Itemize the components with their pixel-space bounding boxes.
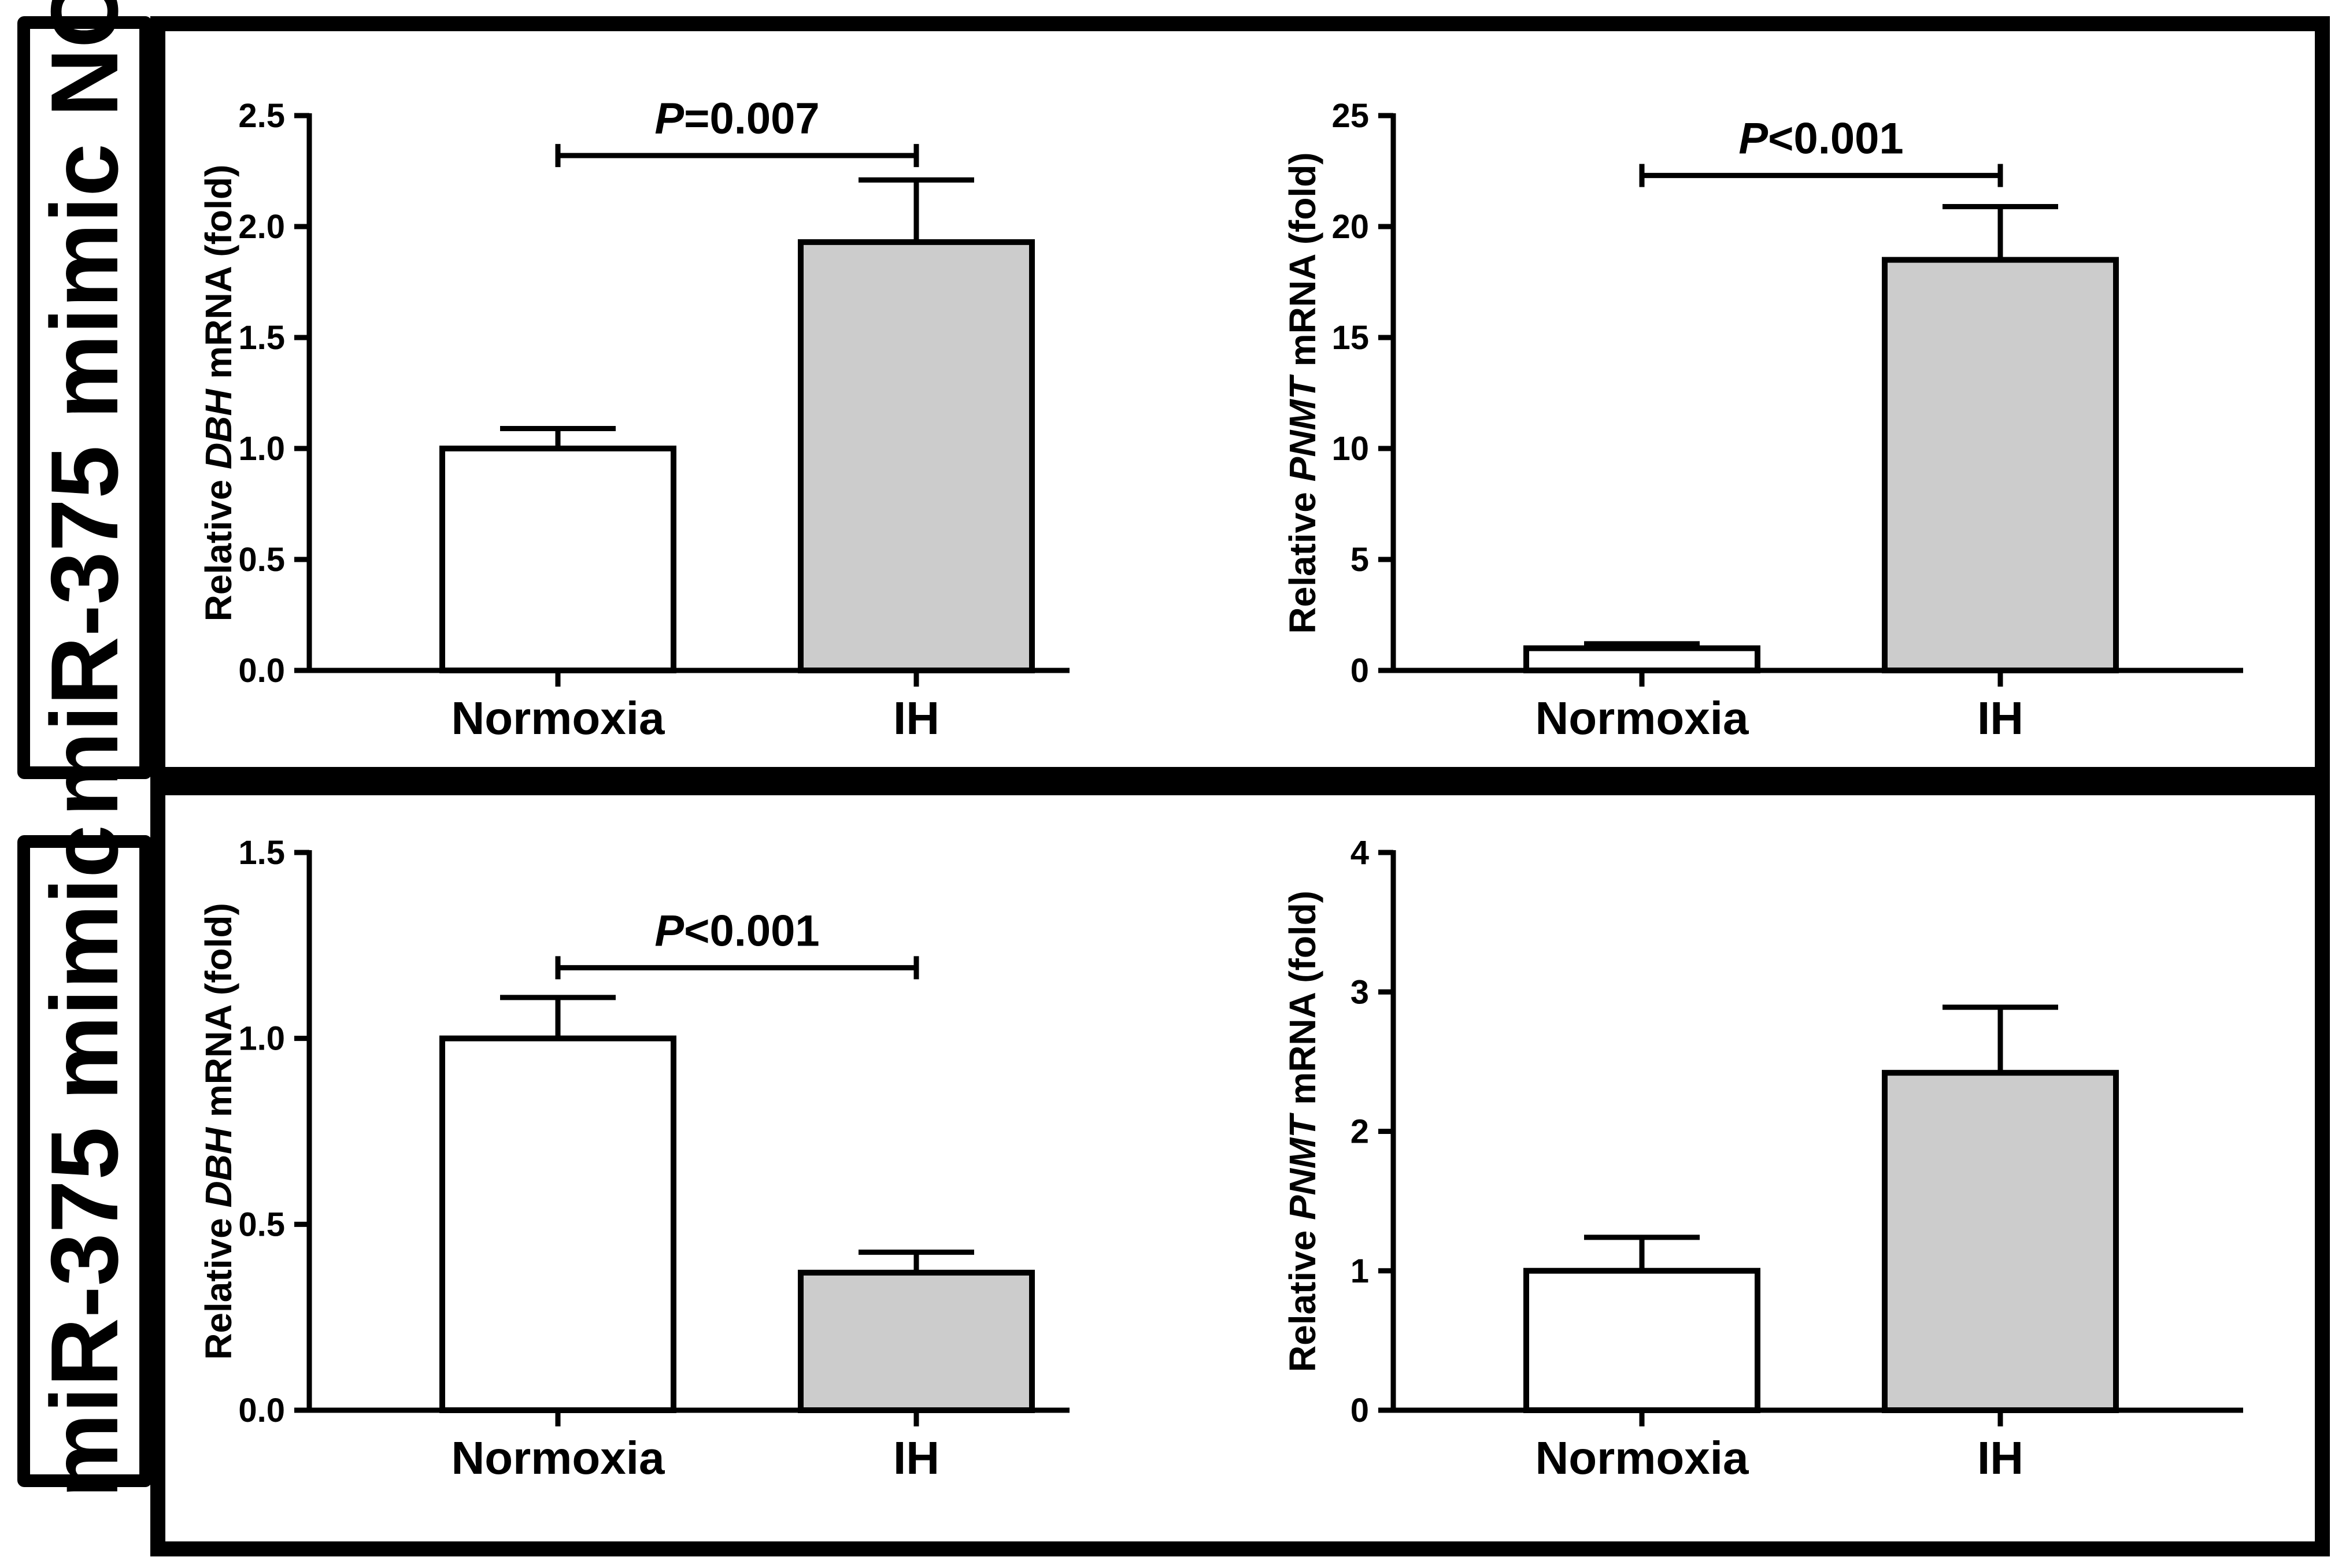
y-axis-title-suffix: mRNA (fold)	[198, 165, 239, 390]
y-tick-label: 0.5	[238, 541, 285, 579]
y-tick-label: 0.0	[238, 1392, 285, 1429]
x-category-label: Normoxia	[1536, 1432, 1749, 1484]
bar-ih	[1882, 257, 2119, 674]
y-tick-label: 0	[1351, 652, 1369, 690]
y-axis-title-gene: DBH	[198, 388, 239, 469]
significance-p-symbol: P	[654, 94, 684, 143]
x-category-label: Normoxia	[452, 1432, 665, 1484]
y-tick-label: 25	[1331, 97, 1369, 135]
bar-normoxia	[1523, 1267, 1760, 1413]
y-axis-title-gene: PNMT	[1282, 1113, 1323, 1220]
x-category-label: IH	[893, 692, 939, 744]
y-tick-label: 20	[1331, 208, 1369, 246]
y-tick-label: 1.5	[238, 319, 285, 357]
significance-p-value: <0.001	[684, 906, 820, 955]
y-tick-label: 0	[1351, 1392, 1369, 1429]
y-axis-title-prefix: Relative	[198, 1208, 239, 1360]
x-category-label: IH	[1977, 692, 2023, 744]
significance-label: P=0.007	[654, 94, 819, 143]
y-tick-label: 1.0	[238, 430, 285, 468]
y-tick-label: 5	[1351, 541, 1369, 579]
bar-normoxia	[1523, 645, 1760, 673]
significance-label: P<0.001	[654, 906, 819, 955]
bar-normoxia	[439, 1035, 676, 1413]
significance-p-symbol: P	[654, 906, 684, 955]
bar-normoxia	[439, 446, 676, 673]
y-axis-title: Relative PNMT mRNA (fold)	[1282, 891, 1323, 1372]
y-tick-label: 2.0	[238, 208, 285, 246]
y-axis-title: Relative DBH mRNA (fold)	[198, 903, 239, 1360]
x-category-label: Normoxia	[452, 692, 665, 744]
row-label-mimic-nc: miR-375 mimic NC	[17, 0, 152, 816]
y-tick-label: 4	[1351, 834, 1369, 872]
y-axis-title-prefix: Relative	[1282, 481, 1323, 633]
bar-ih	[798, 239, 1035, 673]
significance-label: P<0.001	[1738, 114, 1903, 164]
y-axis-title-suffix: mRNA (fold)	[1282, 152, 1323, 377]
y-axis-title: Relative PNMT mRNA (fold)	[1282, 152, 1323, 633]
y-axis-title-gene: PNMT	[1282, 374, 1323, 481]
y-tick-label: 0.5	[238, 1206, 285, 1243]
significance-p-value: <0.001	[1768, 114, 1904, 164]
y-tick-label: 2	[1351, 1113, 1369, 1151]
x-category-label: IH	[893, 1432, 939, 1484]
y-tick-label: 10	[1331, 430, 1369, 468]
y-axis-title: Relative DBH mRNA (fold)	[198, 165, 239, 622]
y-axis-title-suffix: mRNA (fold)	[1282, 891, 1323, 1115]
x-category-label: IH	[1977, 1432, 2023, 1484]
x-category-label: Normoxia	[1536, 692, 1749, 744]
y-tick-label: 1.0	[238, 1020, 285, 1058]
y-tick-label: 1	[1351, 1252, 1369, 1290]
y-tick-label: 0.0	[238, 652, 285, 690]
bar-ih	[798, 1269, 1035, 1413]
significance-p-value: =0.007	[684, 94, 820, 143]
y-tick-label: 2.5	[238, 97, 285, 135]
y-tick-label: 1.5	[238, 834, 285, 872]
y-tick-label: 15	[1331, 319, 1369, 357]
y-axis-title-gene: DBH	[198, 1126, 239, 1207]
significance-p-symbol: P	[1738, 114, 1768, 164]
y-tick-label: 3	[1351, 973, 1369, 1011]
y-axis-title-prefix: Relative	[198, 469, 239, 621]
row-label-mimic: miR-375 mimic	[17, 825, 152, 1497]
bar-ih	[1882, 1070, 2119, 1414]
y-axis-title-suffix: mRNA (fold)	[198, 903, 239, 1128]
y-axis-title-prefix: Relative	[1282, 1220, 1323, 1372]
